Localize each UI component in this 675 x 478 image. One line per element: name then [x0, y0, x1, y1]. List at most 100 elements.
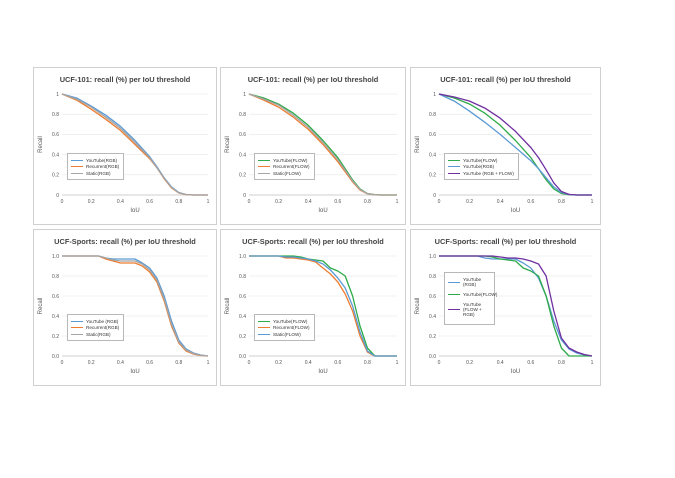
y-tick-label: 0.2 — [239, 334, 246, 340]
legend: YouTube(FLOW) YouTube(RGB) YouTube (RGB + … — [444, 153, 519, 181]
legend-label: YouTube(FLOW) — [273, 157, 308, 163]
y-tick-label: 1.0 — [429, 254, 436, 260]
legend-swatch — [71, 172, 83, 174]
y-tick-label: 0 — [243, 193, 246, 199]
legend-swatch — [448, 166, 460, 168]
legend-item: YouTube (RGB) — [71, 319, 119, 324]
y-tick-label: 0.8 — [429, 274, 436, 280]
x-tick-label: 0.2 — [88, 360, 95, 366]
legend-label: Recurrent(RGB) — [86, 164, 120, 170]
x-tick-label: 0.2 — [88, 199, 95, 205]
chart-title: UCF-101: recall (%) per IoU threshold — [440, 75, 571, 84]
legend-label: Recurrent(FLOW) — [273, 325, 310, 331]
legend-label: YouTube(FLOW) — [463, 157, 498, 163]
plot-svg: 0.0 0.2 0.4 0.6 0.8 1.0 0 0.2 0.4 0.6 0.8 1 IoU Recal… — [225, 254, 399, 375]
plot-svg: 0 0.2 0.4 0.6 0.8 1 0 0.2 0.4 0.6 0.8 1 IoU Recall — [38, 92, 210, 214]
y-tick-label: 0.4 — [239, 314, 246, 320]
legend-swatch — [258, 159, 270, 161]
y-tick-label: 0.4 — [429, 152, 436, 158]
y-tick-label: 0.2 — [52, 173, 59, 179]
legend-item: YouTube(FLOW) — [448, 292, 497, 297]
legend-swatch — [448, 294, 460, 296]
x-tick-label: 0 — [248, 360, 251, 366]
legend-swatch — [258, 172, 270, 174]
y-tick-label: 0.6 — [52, 294, 59, 300]
y-axis-title: Recall — [38, 136, 44, 153]
y-tick-label: 0.4 — [239, 152, 246, 158]
series-line-2 — [249, 255, 397, 357]
legend-item: YouTube(RGB) — [71, 158, 119, 163]
chart-panel-4: UCF-Sports: recall (%) per IoU threshold… — [33, 229, 217, 386]
y-tick-label: 0.8 — [52, 274, 59, 280]
x-tick-label: 1 — [396, 360, 399, 366]
x-tick-label: 0.2 — [466, 199, 473, 205]
chart-title: UCF-Sports: recall (%) per IoU threshold — [242, 237, 384, 246]
x-tick-label: 0.2 — [466, 360, 473, 366]
legend-swatch — [258, 327, 270, 329]
y-tick-label: 0.2 — [52, 334, 59, 340]
legend-swatch — [71, 333, 83, 335]
y-axis-title: Recall — [415, 298, 421, 315]
y-tick-label: 0.8 — [429, 112, 436, 118]
legend-item: YouTube(FLOW) — [258, 319, 310, 324]
x-tick-label: 1 — [207, 360, 210, 366]
legend-label: YouTube (RGB) — [463, 277, 482, 288]
x-tick-label: 0.8 — [558, 199, 565, 205]
y-tick-label: 0.2 — [239, 173, 246, 179]
legend-item: YouTube(FLOW) — [258, 158, 310, 163]
legend-swatch — [448, 309, 460, 311]
legend-label: Static(RGB) — [86, 331, 111, 337]
x-tick-label: 0.8 — [175, 199, 182, 205]
x-tick-label: 0.2 — [275, 199, 282, 205]
y-tick-label: 0.0 — [239, 354, 246, 360]
chart-title: UCF-101: recall (%) per IoU threshold — [59, 75, 191, 84]
legend-item: Static(FLOW) — [258, 332, 310, 337]
y-axis-title: Recall — [225, 136, 231, 153]
y-tick-label: 0.8 — [239, 274, 246, 280]
x-tick-label: 0.8 — [558, 360, 565, 366]
legend-label: YouTube(RGB) — [463, 164, 495, 170]
chart-panel-2: UCF-101: recall (%) per IoU threshold 0 0.… — [220, 67, 406, 225]
x-tick-label: 1 — [207, 199, 210, 205]
y-tick-label: 0.6 — [239, 132, 246, 138]
x-tick-label: 0.4 — [117, 360, 124, 366]
y-axis-title: Recall — [38, 298, 44, 315]
x-tick-label: 0 — [438, 360, 441, 366]
chart-title: UCF-Sports: recall (%) per IoU threshold — [434, 237, 577, 246]
x-axis-title: IoU — [130, 208, 139, 214]
series-line-3 — [61, 93, 208, 196]
legend-swatch — [71, 159, 83, 161]
y-axis-title: Recall — [225, 298, 231, 315]
legend-label: Static(RGB) — [86, 170, 111, 176]
y-tick-label: 1.0 — [239, 254, 246, 260]
chart-panel-3: UCF-101: recall (%) per IoU threshold 0 0.… — [410, 67, 601, 225]
x-tick-label: 0 — [61, 360, 64, 366]
y-tick-label: 0.4 — [52, 152, 59, 158]
y-tick-label: 1 — [56, 92, 59, 98]
plot-svg: 0 0.2 0.4 0.6 0.8 1 0 0.2 0.4 0.6 0.8 1 IoU Recall — [415, 92, 594, 214]
legend-item: YouTube (FLOW + RGB) — [448, 302, 490, 317]
y-tick-label: 0.6 — [52, 132, 59, 138]
x-tick-label: 0.4 — [497, 360, 504, 366]
chart-panel-1: UCF-101: recall (%) per IoU threshold 0 0.… — [33, 67, 217, 225]
x-tick-label: 0.6 — [146, 199, 153, 205]
x-tick-label: 0.4 — [117, 199, 124, 205]
x-axis-title: IoU — [130, 369, 139, 375]
legend-swatch — [448, 159, 460, 161]
chart-panel-5: UCF-Sports: recall (%) per IoU threshold… — [220, 229, 406, 386]
x-tick-label: 0.6 — [527, 360, 534, 366]
x-tick-label: 0.4 — [497, 199, 504, 205]
legend: YouTube (RGB) Recurrent(RGB) Static(RGB) — [67, 314, 125, 342]
legend-swatch — [71, 166, 83, 168]
x-tick-label: 0.6 — [334, 360, 341, 366]
x-tick-label: 0 — [248, 199, 251, 205]
y-tick-label: 0.4 — [429, 314, 436, 320]
legend-swatch — [71, 320, 83, 322]
y-tick-label: 1 — [433, 92, 436, 98]
x-tick-label: 0 — [438, 199, 441, 205]
plot-svg: 0.0 0.2 0.4 0.6 0.8 1.0 0 0.2 0.4 0.6 0.8 1 IoU Recal… — [415, 254, 594, 375]
legend-item: YouTube (RGB + FLOW) — [448, 171, 514, 176]
x-tick-label: 0.4 — [305, 199, 312, 205]
legend-swatch — [258, 166, 270, 168]
x-tick-label: 0.8 — [175, 360, 182, 366]
